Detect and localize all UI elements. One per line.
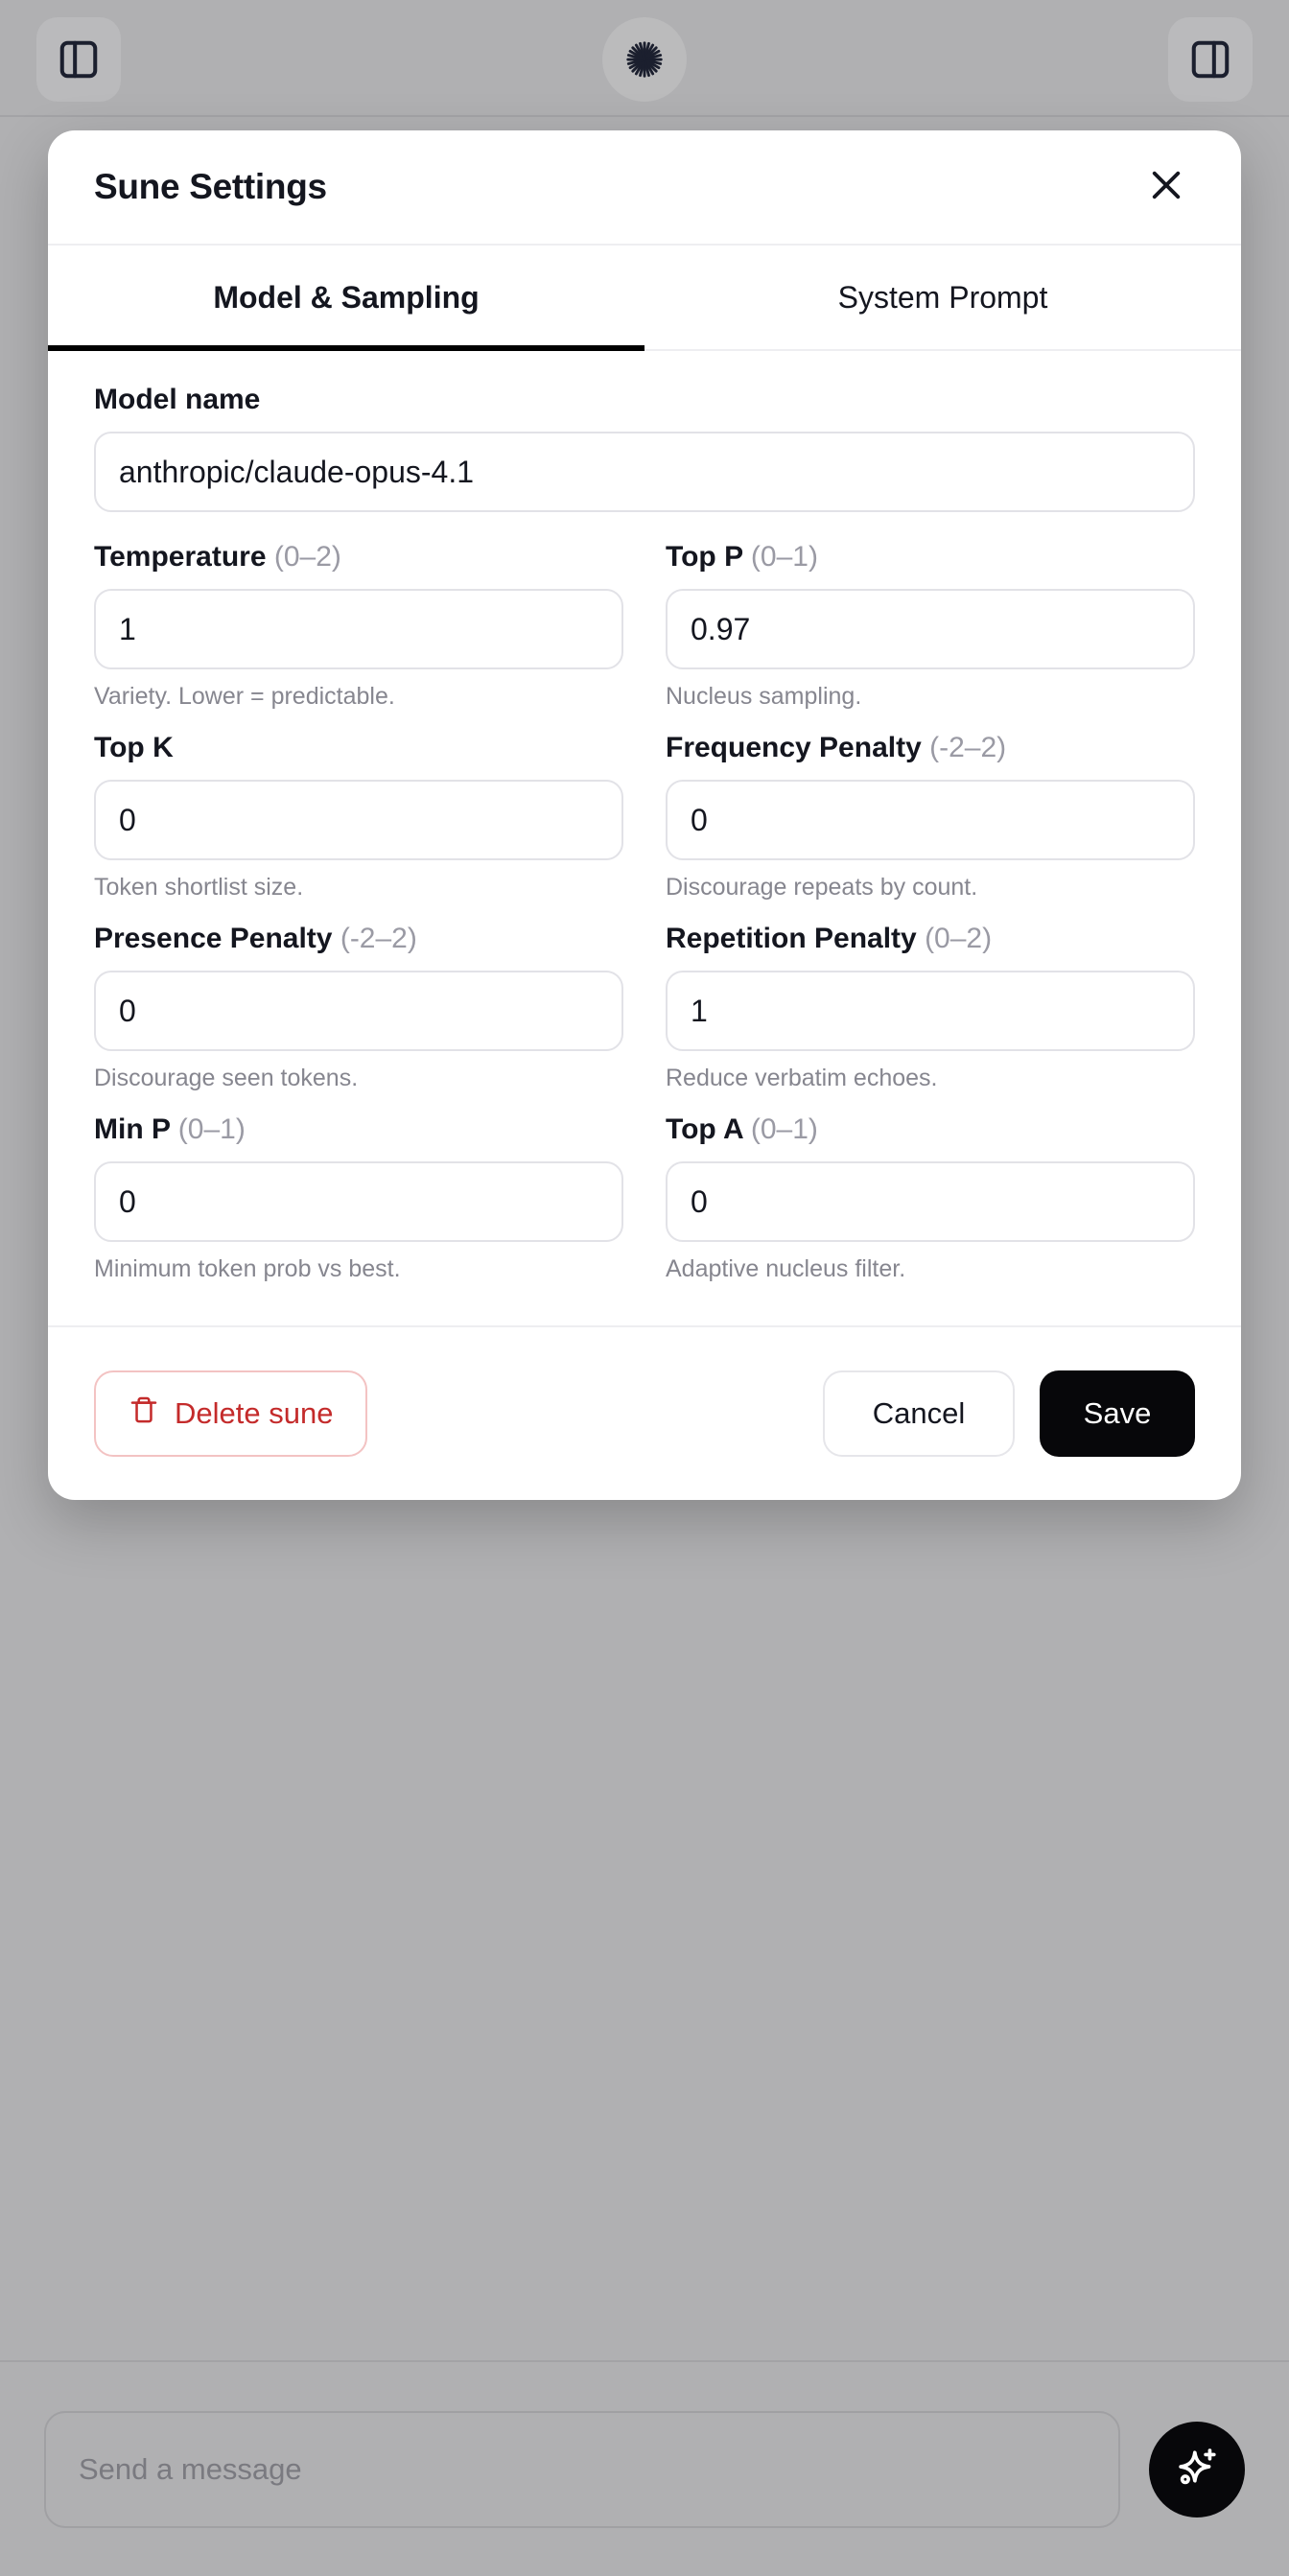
top-k-label: Top K (94, 732, 623, 764)
top-a-input[interactable]: 0 (666, 1161, 1195, 1242)
model-name-value: anthropic/claude-opus-4.1 (119, 454, 475, 489)
frequency-penalty-input[interactable]: 0 (666, 780, 1195, 860)
min-p-hint: Minimum token prob vs best. (94, 1255, 401, 1282)
app-top-bar (0, 0, 1289, 117)
top-k-label-text: Top K (94, 732, 174, 763)
tab-model-and-sampling-label: Model & Sampling (213, 279, 480, 315)
sunburst-logo-button[interactable] (602, 17, 687, 102)
trash-icon (129, 1394, 159, 1433)
left-panel-icon (57, 37, 101, 82)
presence-penalty-label: Presence Penalty (-2–2) (94, 923, 623, 955)
message-input[interactable]: Send a message (44, 2410, 1120, 2528)
tab-system-prompt[interactable]: System Prompt (644, 246, 1241, 349)
model-name-input[interactable]: anthropic/claude-opus-4.1 (94, 432, 1195, 512)
top-a-value: 0 (691, 1183, 708, 1219)
frequency-penalty-label-text: Frequency Penalty (666, 732, 922, 763)
top-p-label: Top P (0–1) (666, 541, 1195, 574)
top-p-hint: Nucleus sampling. (666, 683, 862, 710)
sparkles-icon (1172, 2442, 1222, 2496)
message-input-placeholder: Send a message (79, 2451, 302, 2486)
temperature-label: Temperature (0–2) (94, 541, 623, 574)
top-k-field: Top K 0 Token shortlist size. (94, 732, 623, 902)
field-row: Temperature (0–2) 1 Variety. Lower = pre… (94, 541, 1195, 711)
modal-header: Sune Settings (48, 130, 1241, 246)
min-p-label-text: Min P (94, 1113, 171, 1145)
presence-penalty-value: 0 (119, 993, 136, 1028)
repetition-penalty-value: 1 (691, 993, 708, 1028)
modal-body: Model name anthropic/claude-opus-4.1 Tem… (48, 351, 1241, 1325)
footer-actions: Cancel Save (823, 1370, 1195, 1457)
top-a-label: Top A (0–1) (666, 1113, 1195, 1146)
min-p-value: 0 (119, 1183, 136, 1219)
top-a-hint: Adaptive nucleus filter. (666, 1255, 906, 1282)
top-k-value: 0 (119, 802, 136, 837)
min-p-field: Min P (0–1) 0 Minimum token prob vs best… (94, 1113, 623, 1283)
temperature-range: (0–2) (273, 541, 341, 573)
temperature-field: Temperature (0–2) 1 Variety. Lower = pre… (94, 541, 623, 711)
presence-penalty-input[interactable]: 0 (94, 971, 623, 1051)
delete-sune-button[interactable]: Delete sune (94, 1370, 368, 1457)
top-p-field: Top P (0–1) 0.97 Nucleus sampling. (666, 541, 1195, 711)
send-message-button[interactable] (1149, 2421, 1245, 2517)
top-a-range: (0–1) (750, 1113, 818, 1145)
sune-settings-modal: Sune Settings Model & Sampling System Pr… (48, 130, 1241, 1500)
top-p-input[interactable]: 0.97 (666, 589, 1195, 669)
frequency-penalty-value: 0 (691, 802, 708, 837)
close-icon (1146, 165, 1186, 210)
model-name-field: Model name anthropic/claude-opus-4.1 (94, 384, 1195, 512)
modal-title: Sune Settings (94, 167, 327, 206)
frequency-penalty-hint: Discourage repeats by count. (666, 874, 978, 901)
frequency-penalty-label: Frequency Penalty (-2–2) (666, 732, 1195, 764)
repetition-penalty-label-text: Repetition Penalty (666, 923, 917, 954)
frequency-penalty-range: (-2–2) (929, 732, 1007, 763)
save-label: Save (1083, 1396, 1152, 1430)
left-panel-toggle-button[interactable] (36, 17, 121, 102)
field-row: Top K 0 Token shortlist size. Frequency … (94, 732, 1195, 902)
model-name-label: Model name (94, 384, 261, 415)
repetition-penalty-hint: Reduce verbatim echoes. (666, 1065, 938, 1091)
settings-tabs: Model & Sampling System Prompt (48, 246, 1241, 351)
frequency-penalty-field: Frequency Penalty (-2–2) 0 Discourage re… (666, 732, 1195, 902)
delete-sune-label: Delete sune (175, 1396, 334, 1430)
top-p-range: (0–1) (750, 541, 818, 573)
top-p-value: 0.97 (691, 611, 751, 646)
close-modal-button[interactable] (1137, 158, 1195, 216)
repetition-penalty-range: (0–2) (925, 923, 993, 954)
presence-penalty-label-text: Presence Penalty (94, 923, 333, 954)
top-k-input[interactable]: 0 (94, 780, 623, 860)
modal-footer: Delete sune Cancel Save (48, 1325, 1241, 1500)
tab-model-and-sampling[interactable]: Model & Sampling (48, 246, 644, 351)
tab-system-prompt-label: System Prompt (837, 279, 1048, 315)
temperature-hint: Variety. Lower = predictable. (94, 683, 395, 710)
top-k-hint: Token shortlist size. (94, 874, 304, 901)
cancel-button[interactable]: Cancel (823, 1370, 1015, 1457)
cancel-label: Cancel (872, 1396, 966, 1430)
presence-penalty-field: Presence Penalty (-2–2) 0 Discourage see… (94, 923, 623, 1092)
temperature-label-text: Temperature (94, 541, 267, 573)
repetition-penalty-label: Repetition Penalty (0–2) (666, 923, 1195, 955)
save-button[interactable]: Save (1040, 1370, 1195, 1457)
min-p-label: Min P (0–1) (94, 1113, 623, 1146)
top-p-label-text: Top P (666, 541, 743, 573)
field-row: Min P (0–1) 0 Minimum token prob vs best… (94, 1113, 1195, 1283)
temperature-value: 1 (119, 611, 136, 646)
presence-penalty-range: (-2–2) (340, 923, 417, 954)
temperature-input[interactable]: 1 (94, 589, 623, 669)
presence-penalty-hint: Discourage seen tokens. (94, 1065, 359, 1091)
min-p-input[interactable]: 0 (94, 1161, 623, 1242)
message-composer-bar: Send a message (0, 2360, 1289, 2576)
top-a-field: Top A (0–1) 0 Adaptive nucleus filter. (666, 1113, 1195, 1283)
repetition-penalty-field: Repetition Penalty (0–2) 1 Reduce verbat… (666, 923, 1195, 1092)
repetition-penalty-input[interactable]: 1 (666, 971, 1195, 1051)
top-a-label-text: Top A (666, 1113, 743, 1145)
sunburst-icon (622, 37, 667, 82)
min-p-range: (0–1) (177, 1113, 246, 1145)
right-panel-toggle-button[interactable] (1168, 17, 1253, 102)
right-panel-icon (1188, 37, 1232, 82)
field-row: Presence Penalty (-2–2) 0 Discourage see… (94, 923, 1195, 1092)
